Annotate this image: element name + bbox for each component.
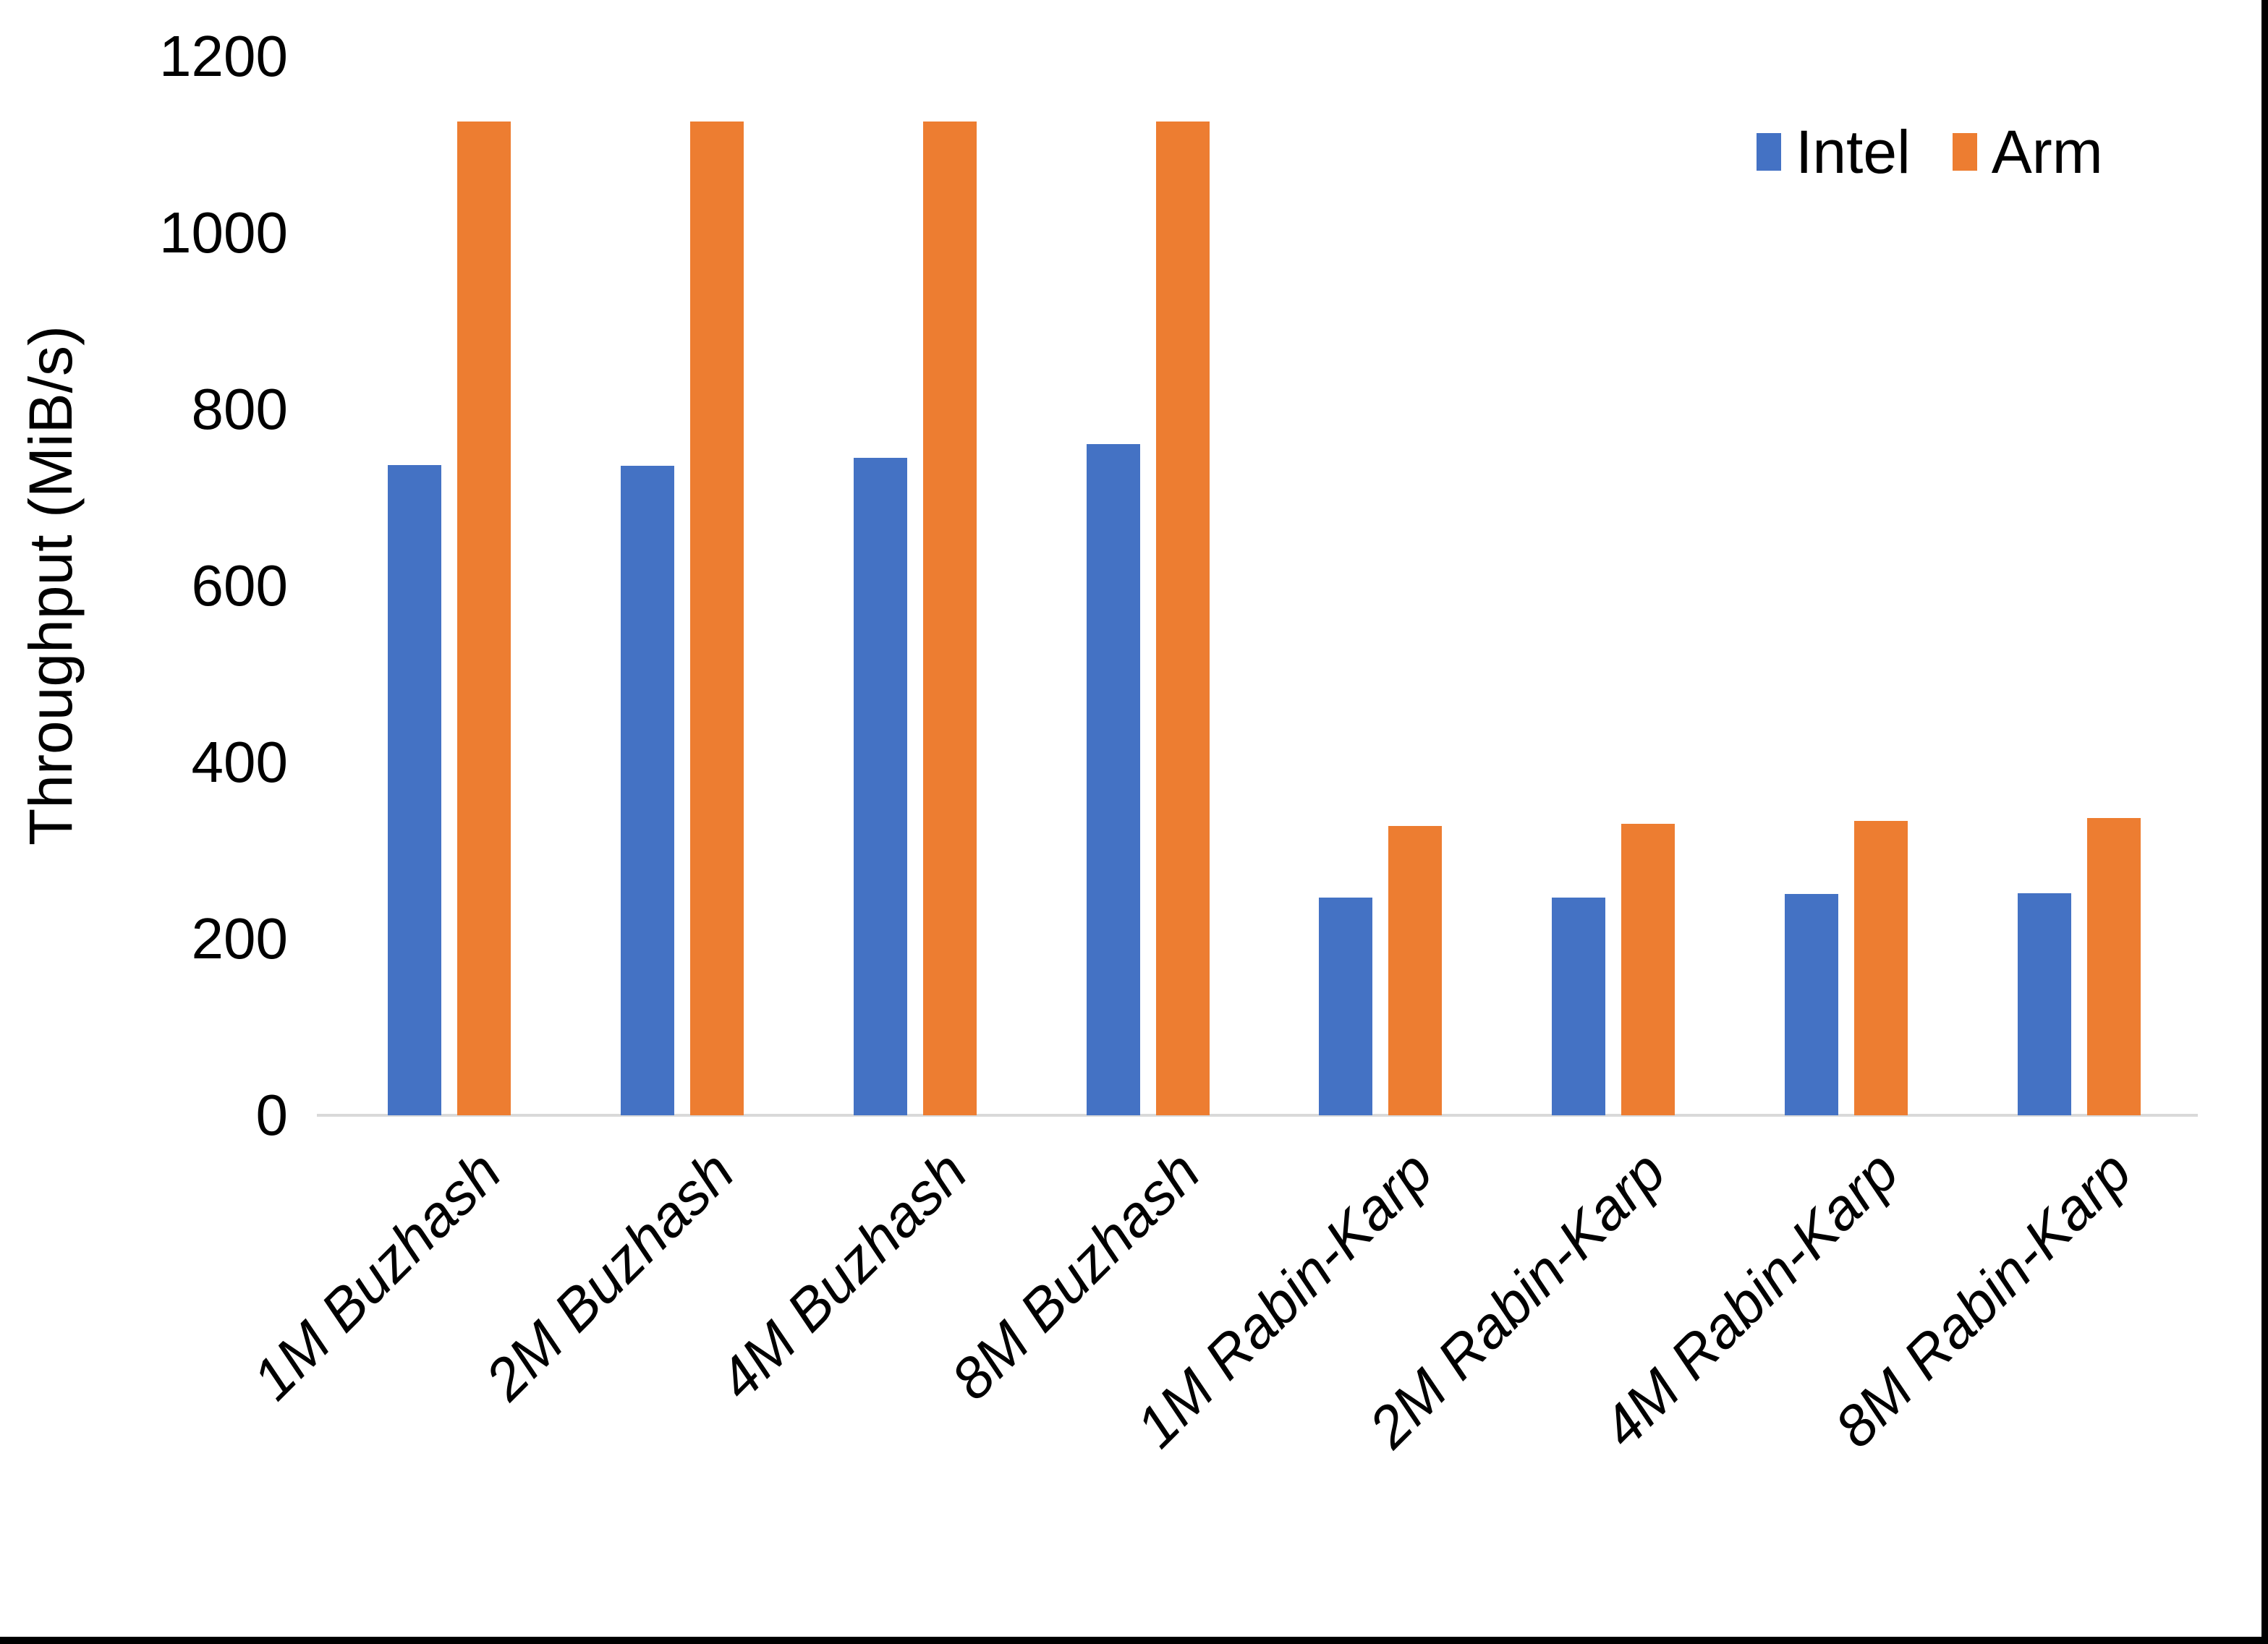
bar-intel-8m-buzhash bbox=[1086, 443, 1140, 1115]
bar-group-4m-rabin-karp bbox=[1730, 56, 1963, 1115]
y-tick-label-0: 0 bbox=[255, 1083, 289, 1147]
bar-group-2m-buzhash bbox=[566, 56, 799, 1115]
bar-group-8m-rabin-karp bbox=[1963, 56, 2196, 1115]
legend-item-arm: Arm bbox=[1952, 118, 2103, 186]
x-tick-label-1m-buzhash: 1M Buzhash bbox=[240, 1138, 514, 1413]
bar-intel-8m-rabin-karp bbox=[2018, 893, 2072, 1115]
bar-intel-2m-rabin-karp bbox=[1552, 897, 1606, 1115]
legend-label-intel: Intel bbox=[1796, 118, 1911, 186]
legend-swatch-arm bbox=[1952, 133, 1977, 171]
y-tick-label-400: 400 bbox=[191, 730, 288, 794]
bar-group-1m-rabin-karp bbox=[1265, 56, 1498, 1115]
legend-swatch-intel bbox=[1757, 133, 1781, 171]
x-axis-line bbox=[317, 1114, 2198, 1117]
y-tick-label-800: 800 bbox=[191, 377, 288, 441]
bar-intel-4m-rabin-karp bbox=[1785, 893, 1839, 1115]
y-tick-label-1000: 1000 bbox=[159, 200, 288, 265]
bar-arm-8m-buzhash bbox=[1155, 122, 1210, 1115]
bar-arm-1m-buzhash bbox=[456, 122, 511, 1115]
bar-intel-1m-buzhash bbox=[387, 464, 441, 1115]
window-edge-right bbox=[2261, 0, 2268, 1644]
bar-arm-2m-rabin-karp bbox=[1621, 824, 1675, 1115]
x-tick-label-4m-buzhash: 4M Buzhash bbox=[705, 1138, 980, 1413]
x-tick-label-2m-buzhash: 2M Buzhash bbox=[473, 1138, 747, 1413]
bar-intel-4m-buzhash bbox=[853, 458, 907, 1115]
bar-group-2m-rabin-karp bbox=[1497, 56, 1730, 1115]
window-edge-bottom bbox=[0, 1637, 2268, 1644]
bar-intel-1m-rabin-karp bbox=[1319, 897, 1373, 1115]
plot-area bbox=[333, 56, 2196, 1115]
y-tick-label-600: 600 bbox=[191, 553, 288, 618]
bar-arm-1m-rabin-karp bbox=[1388, 825, 1443, 1115]
legend: Intel Arm bbox=[1757, 122, 2103, 182]
bar-arm-4m-rabin-karp bbox=[1854, 820, 1908, 1115]
legend-label-arm: Arm bbox=[1991, 118, 2103, 186]
bar-group-8m-buzhash bbox=[1032, 56, 1265, 1115]
bar-intel-2m-buzhash bbox=[620, 466, 674, 1115]
y-tick-label-1200: 1200 bbox=[159, 24, 288, 88]
bar-arm-4m-buzhash bbox=[922, 122, 977, 1115]
y-tick-label-200: 200 bbox=[191, 906, 288, 971]
legend-item-intel: Intel bbox=[1757, 122, 1911, 182]
bar-arm-2m-buzhash bbox=[689, 122, 744, 1115]
bar-group-1m-buzhash bbox=[333, 56, 566, 1115]
bar-arm-8m-rabin-karp bbox=[2087, 817, 2141, 1115]
bar-group-4m-buzhash bbox=[799, 56, 1032, 1115]
